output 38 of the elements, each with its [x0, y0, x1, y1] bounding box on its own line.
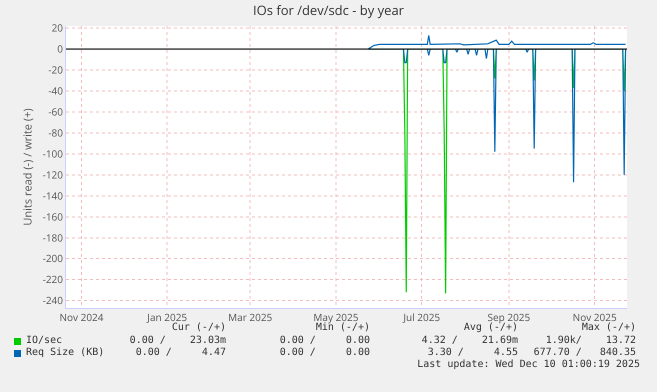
x-tick-label: Mar 2025 [228, 310, 273, 324]
text: 0.00 / 0.00 [280, 335, 370, 346]
x-tick-label: Nov 2024 [59, 310, 104, 324]
y-tick-label: -200 [42, 251, 64, 266]
text: 0.00 / 23.03m [130, 335, 226, 346]
legend-label: Req Size (KB) [26, 347, 104, 358]
y-tick-label: -180 [42, 230, 64, 244]
text: 3.30 / 4.55 [428, 347, 518, 358]
text: Last update: Wed Dec 10 01:00:19 2025 [417, 359, 640, 370]
x-tick-label: Nov 2025 [572, 310, 617, 324]
text: Max (-/+) [582, 322, 636, 333]
x-tick-label: Jul 2025 [402, 310, 440, 324]
x-tick-label: Jan 2025 [146, 310, 188, 324]
y-tick-label: -80 [48, 125, 64, 140]
text: 0.00 / 4.47 [136, 347, 226, 358]
y-tick-label: -20 [48, 62, 64, 77]
text: 1.90k/ 13.72 [546, 335, 636, 346]
text: Avg (-/+) [464, 322, 518, 333]
y-axis-title: Units read (-) / write (+) [20, 108, 36, 226]
text: Cur (-/+) [172, 322, 226, 333]
x-tick-label: Sep 2025 [488, 310, 531, 324]
x-tick-label: May 2025 [313, 310, 359, 324]
y-tick-label: 20 [52, 20, 64, 35]
y-tick-label: -160 [42, 209, 64, 224]
y-tick-label: -100 [42, 146, 64, 160]
y-tick-label: -120 [42, 167, 64, 182]
y-tick-label: -220 [42, 272, 64, 286]
y-tick-label: -40 [48, 84, 64, 98]
chart-title: IOs for /dev/sdc - by year [253, 0, 405, 19]
y-tick-label: -140 [42, 188, 64, 202]
legend-label: IO/sec [26, 335, 62, 346]
text: 677.70 / 840.35 [534, 347, 636, 358]
y-tick-label: 0 [57, 42, 64, 56]
text: Min (-/+) [316, 322, 370, 333]
text: 4.32 / 21.69m [422, 335, 518, 346]
text: 0.00 / 0.00 [280, 347, 370, 358]
y-tick-label: -60 [48, 104, 64, 118]
y-tick-label: -240 [42, 293, 64, 308]
